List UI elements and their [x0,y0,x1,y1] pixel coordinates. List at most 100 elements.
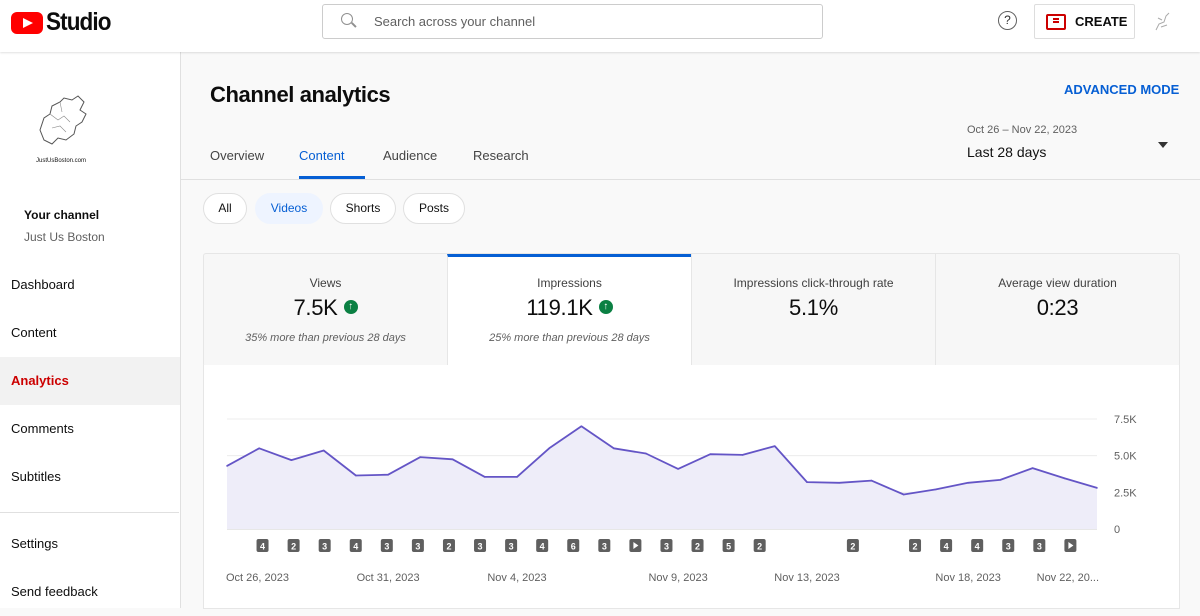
upload-marker-count: 4 [975,542,980,552]
data-point [548,447,551,450]
data-point [355,474,357,477]
avatar-sketch-icon [1155,12,1170,31]
y-tick-label: 5.0K [1114,451,1137,463]
account-avatar[interactable] [1152,10,1172,32]
data-point [258,447,261,450]
tab-audience[interactable]: Audience [383,148,438,163]
tab-content[interactable]: Content [299,148,345,163]
data-point [645,452,647,455]
upload-marker [505,539,518,552]
upload-marker [380,539,393,552]
create-button[interactable]: CREATE [1034,4,1135,39]
series-area [227,426,1097,529]
chip-posts[interactable]: Posts [403,193,465,224]
x-tick-label: Nov 22, 20... [1037,572,1099,584]
tab-research[interactable]: Research [473,148,529,163]
upload-marker [349,539,362,552]
sidebar-item-send-feedback[interactable]: Send feedback [11,584,98,599]
upload-marker-count: 6 [571,542,576,552]
search-icon [341,13,353,25]
upload-marker [1033,539,1046,552]
channel-thumbnail-caption: JustUsBoston.com [36,158,87,164]
data-point [870,479,873,482]
x-tick-label: Oct 31, 2023 [357,572,420,584]
upload-marker-count: 3 [509,542,514,552]
upload-marker [753,539,766,552]
chip-all[interactable]: All [203,193,247,224]
x-tick-label: Nov 4, 2023 [487,572,546,584]
y-tick-label: 7.5K [1114,414,1137,426]
upload-marker [442,539,455,552]
upload-marker [971,539,984,552]
data-point [451,458,454,461]
upload-marker-count: 4 [260,542,265,552]
create-label: CREATE [1075,14,1128,29]
upload-marker-count: 3 [664,542,669,552]
upload-marker [411,539,424,552]
upload-marker [660,539,673,552]
sidebar-item-analytics[interactable]: Analytics [0,357,180,405]
data-point [290,459,293,461]
upload-marker [474,539,487,552]
upload-marker-count: 2 [913,542,918,552]
upload-marker [318,539,331,552]
tab-overview[interactable]: Overview [210,148,265,163]
sidebar-item-settings[interactable]: Settings [11,536,58,551]
upload-marker [691,539,704,552]
search-input[interactable]: Search across your channel [322,4,823,39]
data-point [612,447,615,450]
metric-card-views[interactable]: Views 7.5K ↑ 35% more than previous 28 da… [204,254,447,366]
channel-thumbnail[interactable] [30,92,94,156]
metric-value: 119.1K ↑ [448,295,691,321]
upload-marker-count: 3 [384,542,389,552]
upload-marker [256,539,269,552]
upload-marker [846,539,859,552]
data-point [967,482,969,484]
metric-label: Impressions click-through rate [733,276,894,290]
upload-marker-count: 3 [1006,542,1011,552]
date-range-label[interactable]: Last 28 days [967,144,1047,160]
sidebar-item-dashboard[interactable]: Dashboard [11,277,75,292]
upload-marker-count: 2 [850,542,855,552]
your-channel-heading[interactable]: Your channel [24,208,100,222]
chart-card: 7.5K 5.0K 2.5K 0 4 2 3 4 3 3 2 3 3 4 6 3 3 2 5 2 2 2 4 4 3 3 Oct 2… [203,365,1180,609]
chevron-down-icon[interactable] [1158,142,1168,148]
sidebar-item-content[interactable]: Content [11,325,57,340]
upload-marker-count: 2 [291,542,296,552]
metric-card-ctr[interactable]: Impressions click-through rate 5.1% [691,254,935,366]
metric-card-impressions[interactable]: Impressions 119.1K ↑ 25% more than previo… [447,254,691,366]
sidebar-item-comments[interactable]: Comments [11,421,74,436]
arrow-up-icon: ↑ [598,300,613,315]
date-range-subtitle[interactable]: Oct 26 – Nov 22, 2023 [967,124,1078,136]
chip-videos[interactable]: Videos [255,193,323,224]
upload-marker-count: 3 [478,542,483,552]
studio-logo[interactable]: Studio [11,8,118,37]
metric-value-text: 119.1K [526,295,593,320]
data-point [1063,477,1066,480]
advanced-mode-button[interactable]: ADVANCED MODE [1064,82,1180,97]
data-point [902,493,905,496]
upload-marker [567,539,580,552]
channel-name: Just Us Boston [24,230,105,244]
x-tick-label: Nov 18, 2023 [935,572,1000,584]
metric-card-average-view-duration[interactable]: Average view duration 0:23 [935,254,1179,366]
data-point [516,476,518,478]
sidebar: JustUsBoston.com Your channel Just Us Bo… [0,52,181,608]
data-point [999,479,1002,481]
page-title: Channel analytics [210,82,391,107]
upload-marker-count: 4 [944,542,949,552]
data-point [773,445,776,447]
chip-shorts[interactable]: Shorts [330,193,396,224]
upload-marker-count: 3 [1037,542,1042,552]
arrow-up-icon: ↑ [343,300,358,315]
active-tab-indicator [299,176,365,179]
sidebar-item-subtitles[interactable]: Subtitles [11,469,61,484]
x-tick-label: Oct 26, 2023 [226,572,289,584]
metric-value-text: 7.5K [293,295,338,320]
upload-marker-count: 2 [695,542,700,552]
upload-marker-count: 4 [540,542,545,552]
metric-label: Impressions [537,276,602,290]
data-point [1096,487,1098,489]
help-icon[interactable]: ? [998,11,1017,30]
upload-marker-count: 3 [415,542,420,552]
